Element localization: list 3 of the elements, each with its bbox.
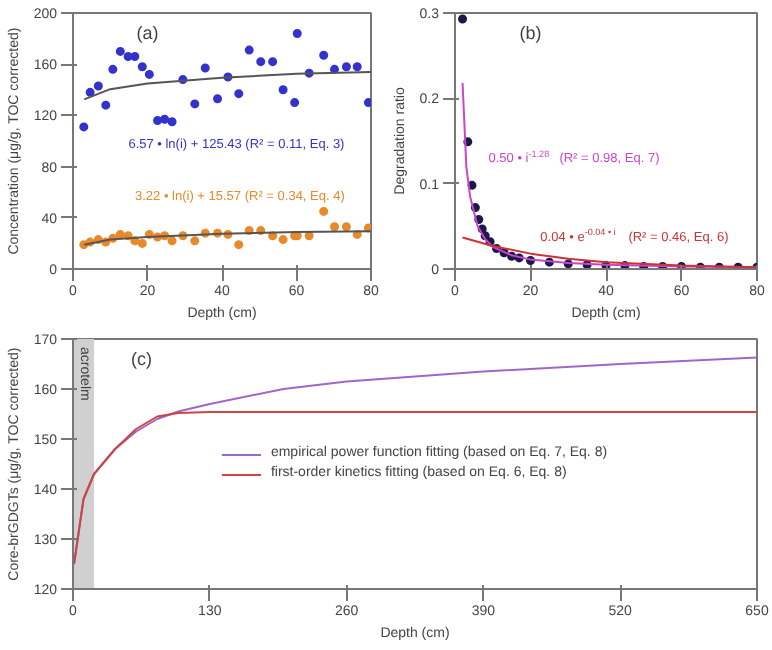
annotation: (a) <box>136 23 159 44</box>
annotation: (c) <box>130 349 152 369</box>
annotation: (b) <box>519 23 542 44</box>
